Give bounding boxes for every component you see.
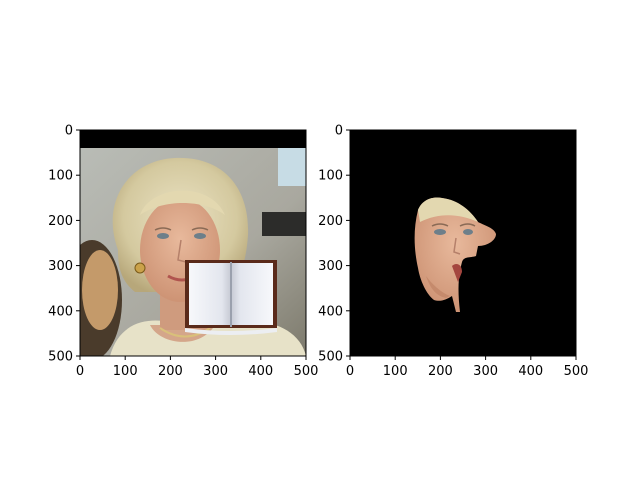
right-x-tick-label: 100 [383,364,408,379]
right-x-tick-label: 0 [346,364,354,379]
left-y-tick-label: 200 [48,214,73,229]
book-icon [185,260,277,335]
right-y-tick-label: 200 [318,214,343,229]
left-x-tick-label: 500 [294,364,319,379]
right-x-tick-label: 200 [428,364,453,379]
left-x-tick-label: 200 [158,364,183,379]
left-y-tick-label: 300 [48,259,73,274]
face-segment [414,197,496,312]
right-axes-frame [349,129,577,357]
left-x-tick-label: 0 [76,364,84,379]
right-x-tick-label: 500 [564,364,589,379]
right-mask-image [350,130,576,356]
left-x-tick-label: 300 [203,364,228,379]
right-x-tick-label: 300 [473,364,498,379]
left-y-tick-label: 100 [48,169,73,184]
right-y-tick-label: 500 [318,350,343,365]
left-x-tick-label: 100 [113,364,138,379]
right-y-tick-label: 400 [318,304,343,319]
left-x-tick-label: 400 [248,364,273,379]
left-y-tick-label: 0 [65,124,73,139]
left-axes-frame [79,129,307,357]
right-y-tick-label: 0 [335,124,343,139]
right-y-tick-label: 100 [318,169,343,184]
left-y-tick-label: 500 [48,350,73,365]
left-photo [80,130,306,356]
right-y-tick-label: 300 [318,259,343,274]
left-y-tick-label: 400 [48,304,73,319]
right-x-tick-label: 400 [518,364,543,379]
